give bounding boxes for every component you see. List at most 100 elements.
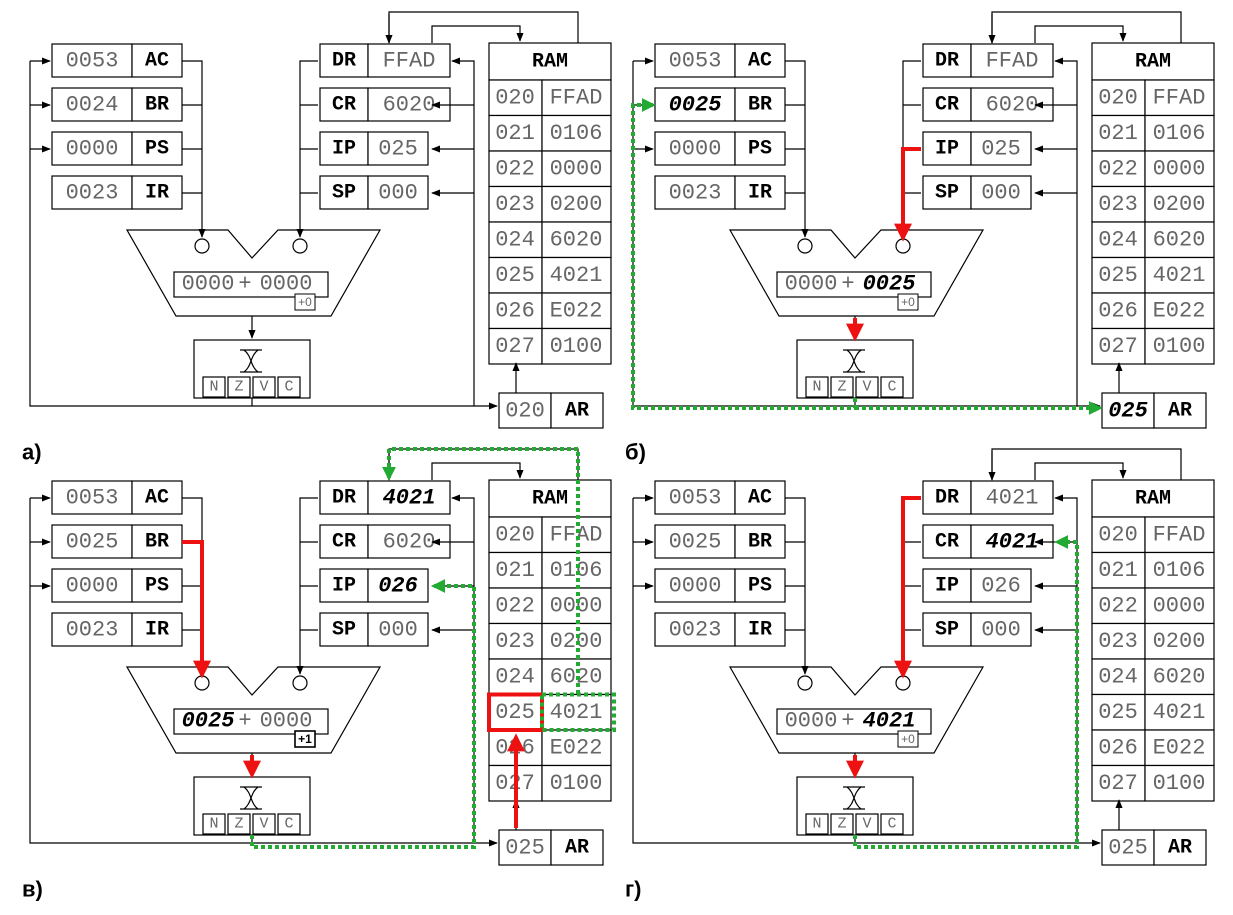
register-value-box	[51, 43, 133, 78]
flag-box	[252, 813, 276, 835]
flag-z: Z	[234, 816, 243, 833]
register-name-box	[131, 612, 183, 647]
register-value: 025	[981, 137, 1021, 162]
ram-value: 0000	[550, 157, 603, 182]
register-value: 000	[378, 618, 418, 643]
flag-box	[227, 813, 251, 835]
bus-right	[451, 57, 475, 406]
register-cr: CR 6020	[319, 524, 451, 559]
ram-value-cell	[541, 327, 612, 365]
ram-to-dr-loop	[388, 11, 579, 43]
panel-label: а)	[22, 440, 42, 465]
flag-z: Z	[234, 379, 243, 396]
register-cr: CR 4021	[922, 524, 1054, 559]
ram-addr-cell	[488, 114, 543, 152]
ram-addr: 022	[495, 594, 535, 619]
ram-row: 021 0106	[1091, 551, 1215, 589]
alu-carry-box	[897, 293, 919, 311]
register-name: AC	[748, 50, 772, 73]
highlight-paths	[631, 98, 1103, 415]
register-value: 0025	[669, 530, 722, 555]
alu: 0000 +0025+0	[728, 229, 985, 317]
register-name-box	[734, 524, 786, 559]
ram-addr: 025	[495, 700, 535, 725]
register-name-box	[922, 87, 972, 122]
alu-input-left	[194, 238, 210, 254]
highlight-paths	[182, 447, 616, 849]
register-value-box	[367, 480, 451, 515]
ram-row: 020 FFAD	[1091, 516, 1215, 554]
ram-addr-cell	[1091, 327, 1146, 365]
ram-value: E022	[1153, 299, 1206, 324]
register-name: IR	[145, 619, 169, 642]
ram-value: 0200	[1153, 629, 1206, 654]
register-ar: 020 AR	[498, 392, 604, 429]
register-name: CR	[332, 94, 356, 117]
red-path-ip-to-alu	[894, 147, 921, 242]
register-ip: IP 025	[922, 131, 1032, 166]
alu-left-operand: 0025	[182, 709, 235, 734]
ram-row: 027 0100	[488, 764, 612, 802]
register-name: DR	[332, 487, 356, 510]
panel-4: 0053 AC 0025 BR 0000 PS 0023 IR DR 4021 CR 4021 IP 02…	[625, 448, 1215, 902]
alu-left-operand: 0000	[182, 272, 235, 297]
register-value-box	[367, 43, 451, 78]
alu-operator: +	[238, 709, 251, 734]
ram-row: 024 6020	[1091, 221, 1215, 259]
register-value-box	[51, 480, 133, 515]
flag-z: Z	[837, 816, 846, 833]
ram-row: 026 E022	[1091, 729, 1215, 767]
ram-addr: 027	[495, 334, 535, 359]
register-name-box	[922, 524, 972, 559]
register-value: 0023	[66, 618, 119, 643]
register-name-box	[319, 131, 369, 166]
register-value: 0000	[669, 137, 722, 162]
register-value: 6020	[383, 93, 436, 118]
register-dr: DR 4021	[319, 480, 451, 515]
ram-title: RAM	[532, 488, 568, 511]
ram-row: 021 0106	[488, 114, 612, 152]
register-value-box	[970, 43, 1054, 78]
register-ac: 0053 AC	[654, 480, 786, 515]
ram-addr: 027	[1098, 771, 1138, 796]
ram-value: 4021	[1153, 263, 1206, 288]
register-value-box	[1101, 392, 1155, 429]
register-ac: 0053 AC	[51, 480, 183, 515]
ram-value-cell	[1144, 150, 1215, 188]
register-name-box	[319, 524, 369, 559]
ram-value: 0100	[1153, 771, 1206, 796]
flag-box	[227, 376, 251, 398]
register-name: IR	[748, 619, 772, 642]
ram-value-cell	[1144, 256, 1215, 294]
alu-carry-box	[294, 730, 316, 748]
ram-value-cell	[1144, 622, 1215, 660]
register-name-box	[734, 87, 786, 122]
ram-row: 027 0100	[1091, 327, 1215, 365]
register-name-box	[922, 131, 972, 166]
bus-right	[1054, 494, 1078, 843]
register-name-box	[131, 175, 183, 210]
ram-addr-cell	[488, 256, 543, 294]
register-name-box	[1153, 829, 1207, 866]
register-name: DR	[935, 50, 959, 73]
register-ac: 0053 AC	[654, 43, 786, 78]
ram-addr: 021	[1098, 121, 1138, 146]
ram-row: 022 0000	[488, 587, 612, 625]
register-ir: 0023 IR	[654, 175, 786, 210]
ram-addr: 020	[495, 523, 535, 548]
panel-2: 0053 AC 0025 BR 0000 PS 0023 IR DR FFAD CR 6020 IP 02…	[625, 11, 1215, 465]
register-name-box	[734, 612, 786, 647]
register-value-box	[970, 612, 1032, 647]
register-ps: 0000 PS	[51, 568, 183, 603]
register-value-box	[654, 612, 736, 647]
flag-box	[277, 813, 301, 835]
register-dr: DR FFAD	[319, 43, 451, 78]
ram-addr: 022	[495, 157, 535, 182]
register-name: PS	[145, 575, 169, 598]
flag-v: V	[259, 816, 268, 833]
register-ip: IP 025	[319, 131, 429, 166]
register-value-box	[51, 612, 133, 647]
register-name: BR	[145, 531, 169, 554]
